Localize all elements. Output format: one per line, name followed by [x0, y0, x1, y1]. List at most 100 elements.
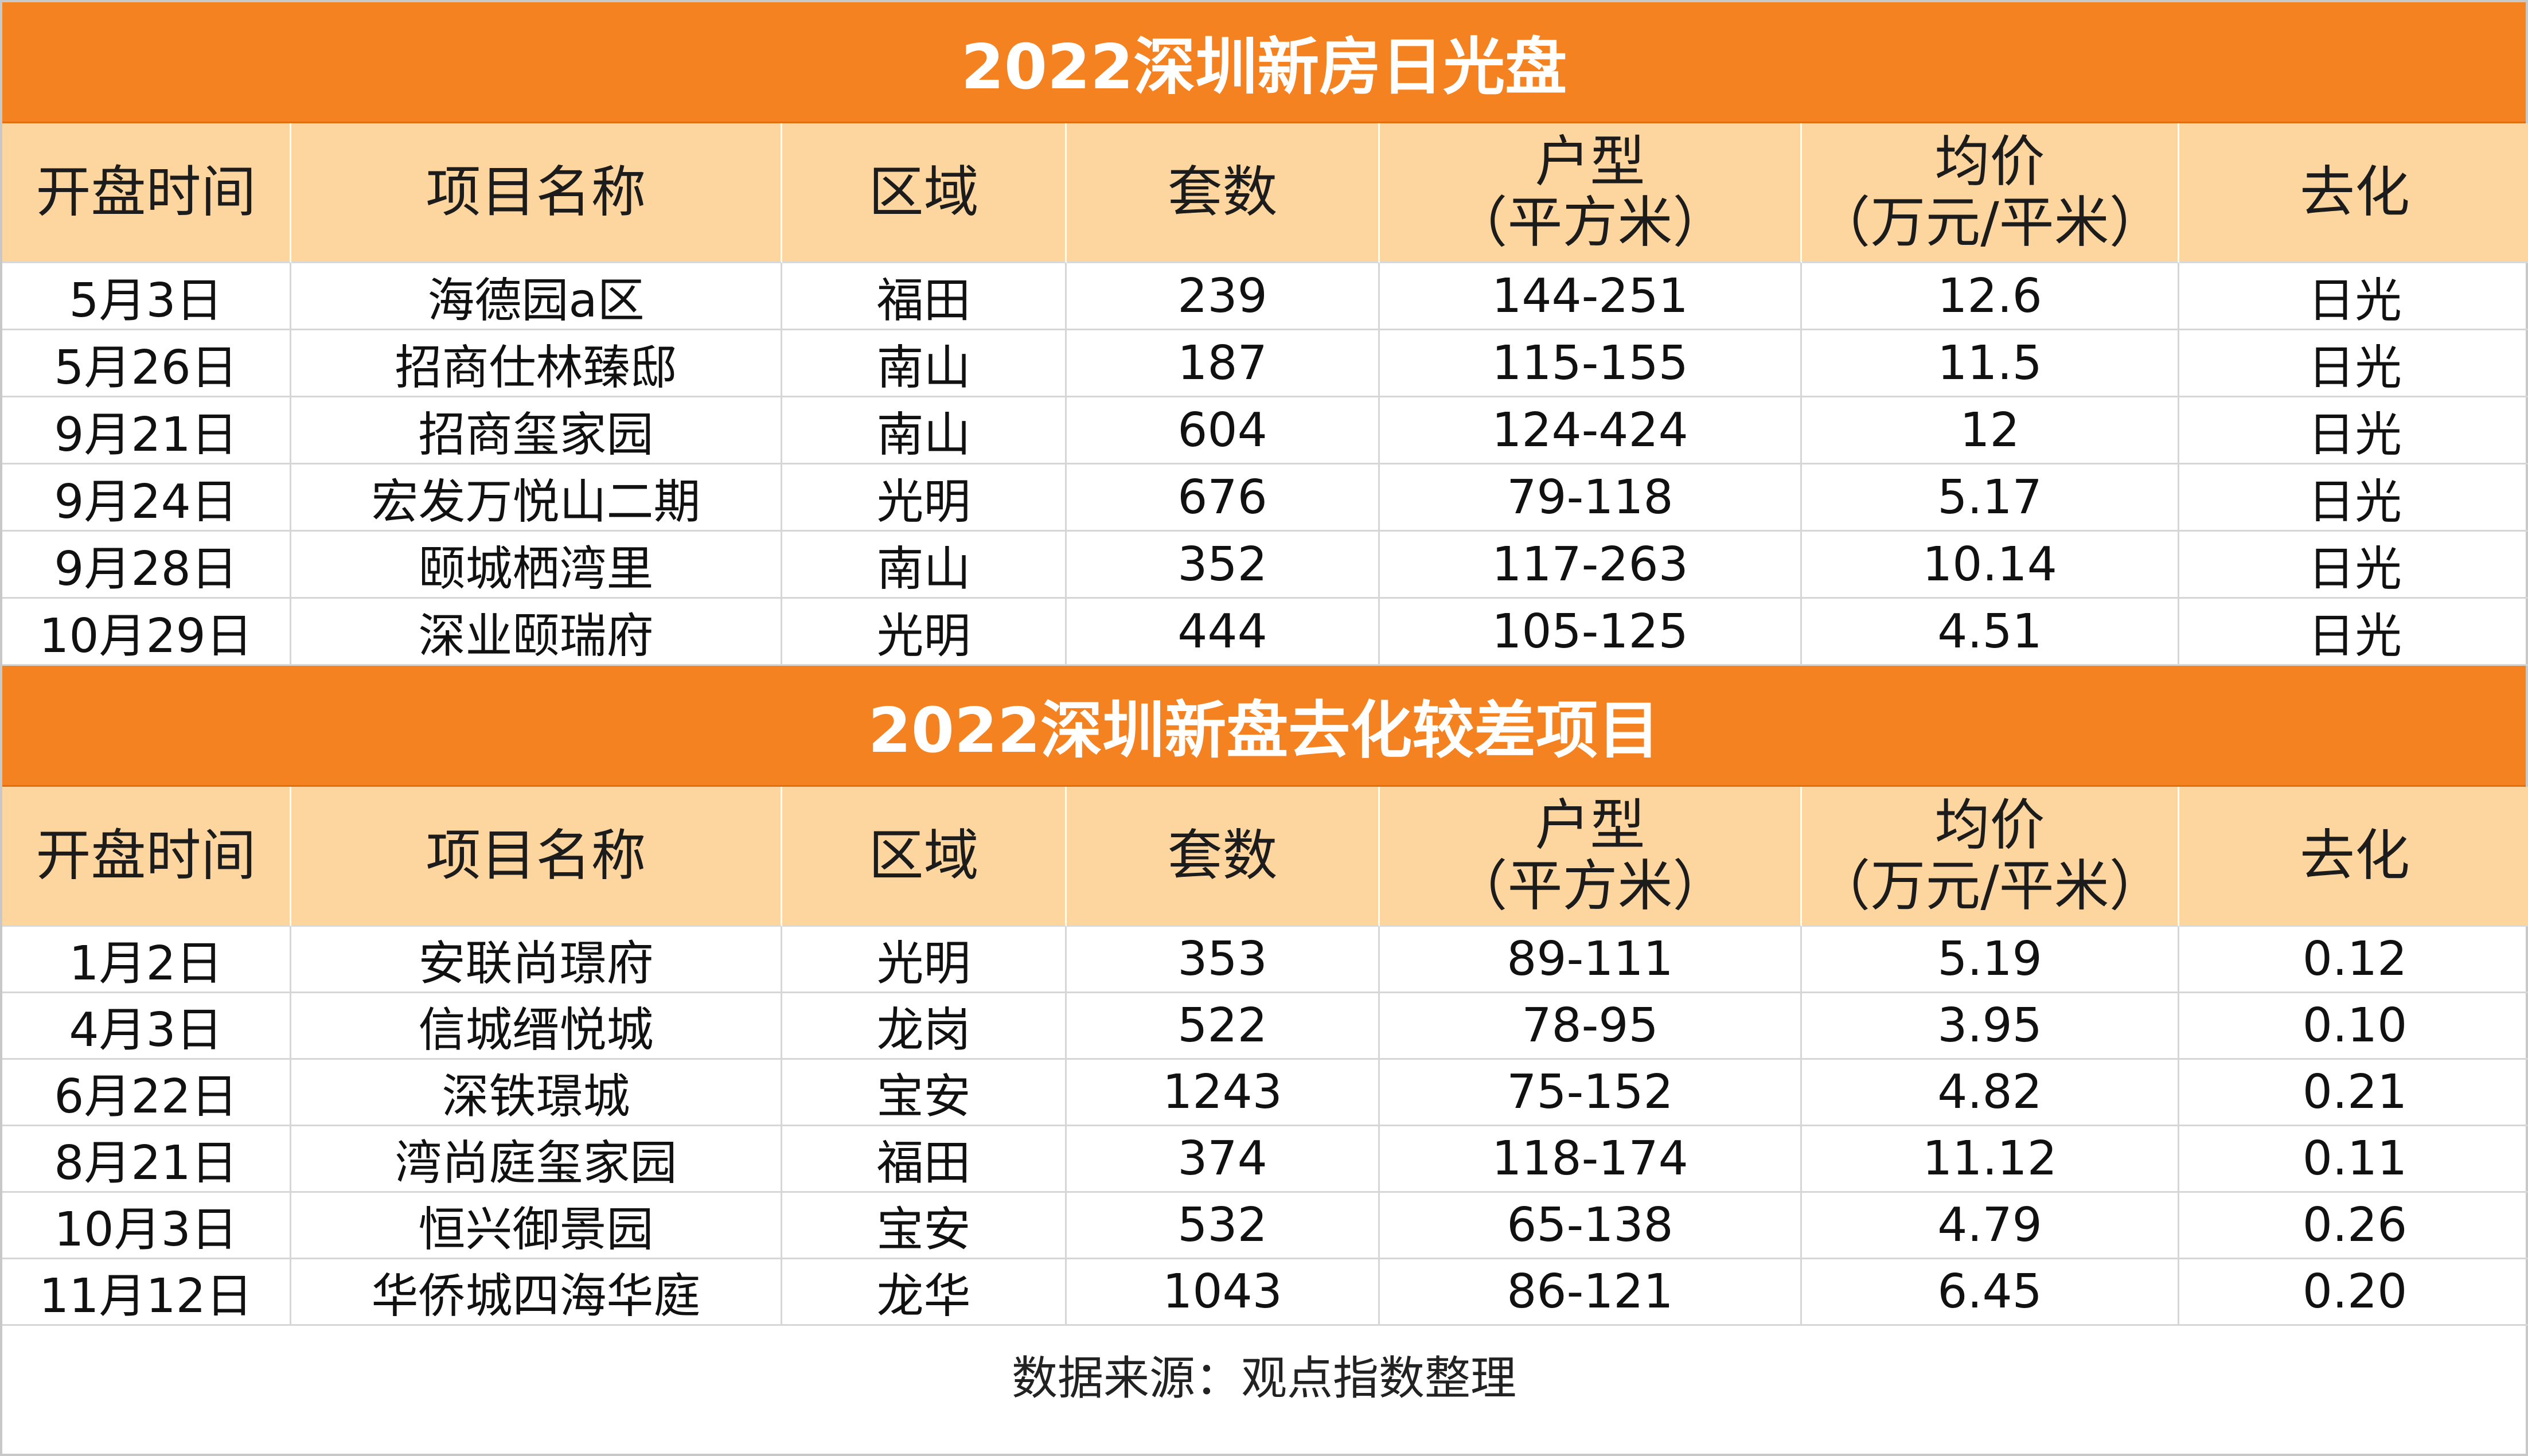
unit-type-cell: 115-155 — [1380, 330, 1802, 397]
sell-through-cell: 日光 — [2179, 532, 2528, 599]
avg-price-cell: 4.51 — [1802, 599, 2179, 666]
avg-price-cell: 12.6 — [1802, 263, 2179, 330]
units-cell: 676 — [1067, 464, 1380, 532]
district-cell: 南山 — [782, 330, 1067, 397]
table1-grid: 开盘时间 项目名称 区域 套数 户型 （平方米） 均价 （万元/平米） 去化 5月3… — [2, 123, 2528, 666]
avg-price-cell: 5.19 — [1802, 927, 2179, 993]
table2-title: 2022深圳新盘去化较差项目 — [2, 666, 2526, 787]
header-avg-price: 均价 （万元/平米） — [1802, 123, 2179, 263]
sell-through-cell: 日光 — [2179, 599, 2528, 666]
project-name-cell: 颐城栖湾里 — [291, 532, 782, 599]
header-sell-through: 去化 — [2179, 787, 2528, 927]
header-label: 均价 — [1934, 129, 2045, 194]
units-cell: 1243 — [1067, 1060, 1380, 1126]
sell-through-cell: 日光 — [2179, 464, 2528, 532]
header-unit: （平方米） — [1452, 190, 1728, 255]
header-avg-price: 均价 （万元/平米） — [1802, 787, 2179, 927]
header-label: 套数 — [1167, 823, 1278, 888]
project-name-cell: 湾尚庭玺家园 — [291, 1126, 782, 1193]
avg-price-cell: 4.82 — [1802, 1060, 2179, 1126]
project-name-cell: 恒兴御景园 — [291, 1193, 782, 1259]
header-open-date: 开盘时间 — [2, 123, 291, 263]
header-label: 去化 — [2300, 823, 2410, 888]
table1-title: 2022深圳新房日光盘 — [2, 2, 2526, 123]
project-name-cell: 安联尚璟府 — [291, 927, 782, 993]
district-cell: 宝安 — [782, 1060, 1067, 1126]
district-cell: 南山 — [782, 397, 1067, 464]
units-cell: 239 — [1067, 263, 1380, 330]
header-project-name: 项目名称 — [291, 787, 782, 927]
district-cell: 龙岗 — [782, 993, 1067, 1060]
units-cell: 532 — [1067, 1193, 1380, 1259]
project-name-cell: 深业颐瑞府 — [291, 599, 782, 666]
units-cell: 604 — [1067, 397, 1380, 464]
sell-through-cell: 0.21 — [2179, 1060, 2528, 1126]
unit-type-cell: 105-125 — [1380, 599, 1802, 666]
unit-type-cell: 118-174 — [1380, 1126, 1802, 1193]
project-name-cell: 招商玺家园 — [291, 397, 782, 464]
unit-type-cell: 117-263 — [1380, 532, 1802, 599]
district-cell: 光明 — [782, 599, 1067, 666]
units-cell: 353 — [1067, 927, 1380, 993]
header-label: 区域 — [868, 823, 979, 888]
district-cell: 宝安 — [782, 1193, 1067, 1259]
header-unit: （平方米） — [1452, 853, 1728, 918]
unit-type-cell: 86-121 — [1380, 1259, 1802, 1326]
open-date-cell: 9月28日 — [2, 532, 291, 599]
data-source-note: 数据来源：观点指数整理 — [1012, 1352, 1516, 1405]
district-cell: 福田 — [782, 263, 1067, 330]
header-label: 均价 — [1934, 793, 2045, 857]
sell-through-cell: 日光 — [2179, 330, 2528, 397]
district-cell: 福田 — [782, 1126, 1067, 1193]
unit-type-cell: 65-138 — [1380, 1193, 1802, 1259]
district-cell: 南山 — [782, 532, 1067, 599]
open-date-cell: 1月2日 — [2, 927, 291, 993]
unit-type-cell: 75-152 — [1380, 1060, 1802, 1126]
open-date-cell: 6月22日 — [2, 1060, 291, 1126]
header-project-name: 项目名称 — [291, 123, 782, 263]
units-cell: 374 — [1067, 1126, 1380, 1193]
open-date-cell: 10月29日 — [2, 599, 291, 666]
header-label: 户型 — [1535, 793, 1645, 857]
sell-through-cell: 0.12 — [2179, 927, 2528, 993]
project-name-cell: 华侨城四海华庭 — [291, 1259, 782, 1326]
sell-through-cell: 0.10 — [2179, 993, 2528, 1060]
header-label: 项目名称 — [426, 159, 646, 224]
avg-price-cell: 11.12 — [1802, 1126, 2179, 1193]
header-sell-through: 去化 — [2179, 123, 2528, 263]
open-date-cell: 9月21日 — [2, 397, 291, 464]
header-label: 户型 — [1535, 129, 1645, 194]
units-cell: 352 — [1067, 532, 1380, 599]
sell-through-cell: 日光 — [2179, 263, 2528, 330]
open-date-cell: 9月24日 — [2, 464, 291, 532]
header-label: 开盘时间 — [36, 823, 256, 888]
project-name-cell: 信城缙悦城 — [291, 993, 782, 1060]
table2-grid: 开盘时间 项目名称 区域 套数 户型 （平方米） 均价 （万元/平米） 去化 1月2… — [2, 787, 2528, 1326]
open-date-cell: 8月21日 — [2, 1126, 291, 1193]
header-label: 开盘时间 — [36, 159, 256, 224]
avg-price-cell: 5.17 — [1802, 464, 2179, 532]
header-district: 区域 — [782, 123, 1067, 263]
units-cell: 522 — [1067, 993, 1380, 1060]
sell-through-cell: 0.20 — [2179, 1259, 2528, 1326]
header-label: 区域 — [868, 159, 979, 224]
open-date-cell: 5月26日 — [2, 330, 291, 397]
sell-through-cell: 日光 — [2179, 397, 2528, 464]
project-name-cell: 海德园a区 — [291, 263, 782, 330]
units-cell: 444 — [1067, 599, 1380, 666]
header-units: 套数 — [1067, 123, 1380, 263]
header-unit-type: 户型 （平方米） — [1380, 123, 1802, 263]
units-cell: 187 — [1067, 330, 1380, 397]
avg-price-cell: 10.14 — [1802, 532, 2179, 599]
header-label: 去化 — [2300, 159, 2410, 224]
unit-type-cell: 79-118 — [1380, 464, 1802, 532]
header-unit-type: 户型 （平方米） — [1380, 787, 1802, 927]
units-cell: 1043 — [1067, 1259, 1380, 1326]
header-open-date: 开盘时间 — [2, 787, 291, 927]
district-cell: 龙华 — [782, 1259, 1067, 1326]
project-name-cell: 深铁璟城 — [291, 1060, 782, 1126]
header-unit: （万元/平米） — [1815, 190, 2164, 255]
sell-through-cell: 0.26 — [2179, 1193, 2528, 1259]
avg-price-cell: 4.79 — [1802, 1193, 2179, 1259]
